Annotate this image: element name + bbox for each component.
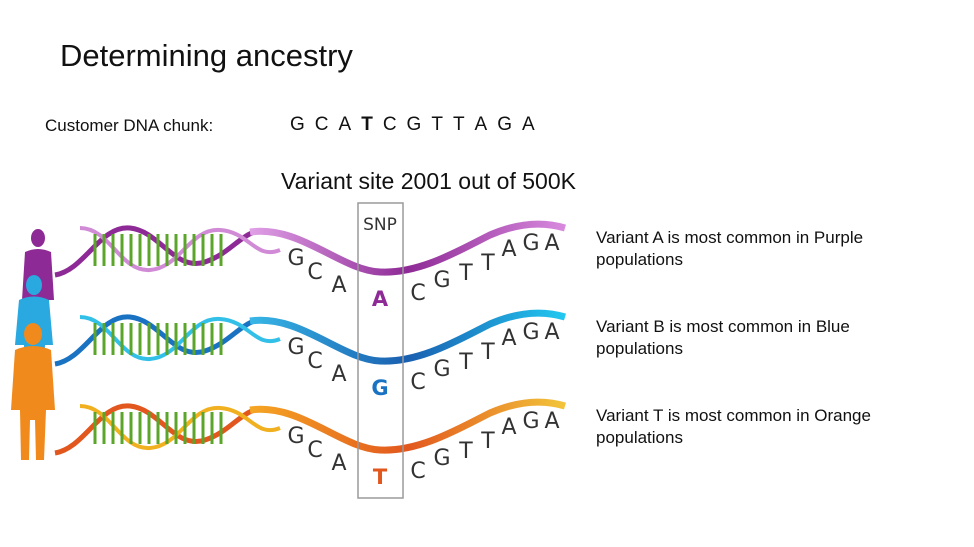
customer-base: G bbox=[497, 114, 513, 135]
customer-base: T bbox=[431, 114, 443, 135]
population-note-blue: Variant B is most common in Blue populat… bbox=[596, 317, 850, 358]
strand-base: G bbox=[433, 357, 450, 382]
dna-strand-blue: GCA CG T TA G AG bbox=[54, 309, 567, 400]
customer-base: T bbox=[452, 114, 465, 135]
customer-dna-label: Customer DNA chunk: bbox=[45, 116, 214, 135]
strand-base: T bbox=[480, 429, 495, 454]
strand-base: G bbox=[522, 231, 539, 256]
strand-base: G bbox=[522, 320, 539, 345]
strand-base: T bbox=[458, 350, 473, 375]
variant-site-title: Variant site 2001 out of 500K bbox=[281, 168, 576, 194]
customer-base: A bbox=[522, 114, 535, 135]
customer-base: A bbox=[338, 114, 352, 135]
strand-base: T bbox=[480, 340, 495, 365]
strand-base: A bbox=[331, 273, 346, 298]
strand-base: G bbox=[433, 446, 450, 471]
strand-base: A bbox=[331, 362, 346, 387]
customer-base: C bbox=[314, 114, 329, 135]
strand-base: A bbox=[331, 451, 346, 476]
snp-variant-orange: T bbox=[373, 465, 388, 489]
strand-base: C bbox=[307, 349, 322, 374]
customer-base: A bbox=[474, 114, 488, 135]
strand-base: A bbox=[501, 237, 516, 262]
customer-base: G bbox=[290, 114, 305, 135]
strand-base: C bbox=[410, 281, 425, 306]
population-note-purple: Variant A is most common in Purple popul… bbox=[596, 228, 864, 269]
strand-base: G bbox=[522, 409, 539, 434]
snp-variant-blue: G bbox=[371, 376, 388, 400]
snp-label: SNP bbox=[363, 215, 397, 235]
snp-box bbox=[357, 202, 404, 499]
person-orange-icon bbox=[11, 323, 55, 460]
strand-base: A bbox=[544, 231, 559, 256]
strand-base: T bbox=[458, 261, 473, 286]
strand-base: C bbox=[307, 260, 322, 285]
customer-base: G bbox=[406, 114, 422, 135]
strand-base: A bbox=[501, 326, 516, 351]
snp-variant-purple: A bbox=[372, 287, 389, 311]
dna-strand-purple: GCA CG T TA G AA bbox=[54, 220, 567, 311]
strand-base: G bbox=[433, 268, 450, 293]
slide-title: Determining ancestry bbox=[60, 38, 353, 73]
strand-base: G bbox=[287, 246, 304, 271]
strand-base: G bbox=[287, 424, 304, 449]
customer-base: T bbox=[361, 114, 373, 135]
customer-base: C bbox=[382, 114, 397, 135]
strand-base: C bbox=[307, 438, 322, 463]
population-note-orange: Variant T is most common in Orange popul… bbox=[596, 406, 871, 447]
strand-base: T bbox=[480, 251, 495, 276]
strand-base: G bbox=[287, 335, 304, 360]
strand-base: A bbox=[544, 320, 559, 345]
strand-base: C bbox=[410, 459, 425, 484]
strand-base: A bbox=[501, 415, 516, 440]
strand-base: A bbox=[544, 409, 559, 434]
dna-strand-orange: GCA CG T TA G AT bbox=[54, 398, 567, 489]
strand-base: C bbox=[410, 370, 425, 395]
strand-base: T bbox=[458, 439, 473, 464]
